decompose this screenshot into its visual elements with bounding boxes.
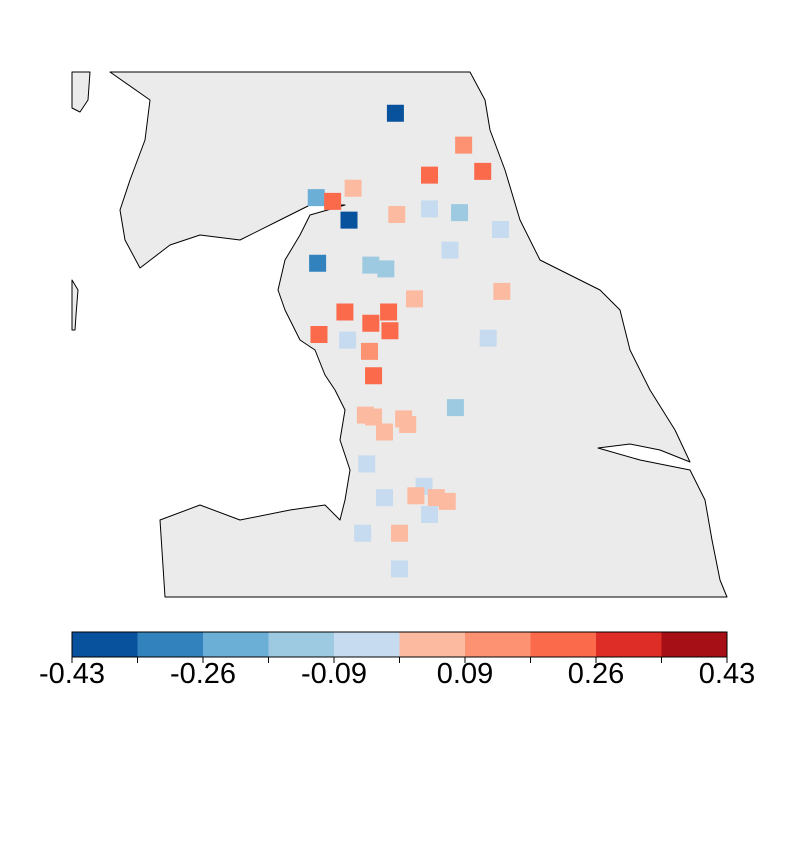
grid-cell bbox=[375, 489, 393, 507]
colorbar-swatch bbox=[72, 632, 138, 657]
grid-cell bbox=[421, 200, 439, 218]
grid-cell bbox=[491, 221, 509, 238]
grid-cell bbox=[446, 399, 464, 417]
grid-cell bbox=[455, 136, 473, 154]
colorbar-swatch bbox=[268, 632, 335, 657]
colorbar: -0.43 -0.26 -0.09 0.09 0.26 0.43 bbox=[39, 631, 755, 690]
colorbar-tick-label: 0.43 bbox=[699, 658, 755, 690]
grid-cell bbox=[336, 303, 354, 321]
colorbar-swatch bbox=[465, 632, 531, 657]
colorbar-swatch bbox=[399, 632, 466, 657]
points bbox=[307, 104, 511, 578]
grid-cell bbox=[354, 524, 372, 542]
grid-cell bbox=[386, 104, 404, 122]
grid-cell bbox=[339, 331, 357, 349]
colorbar-swatch bbox=[596, 632, 662, 657]
grid-cell bbox=[381, 322, 399, 340]
colorbar-swatch bbox=[203, 632, 269, 657]
grid-cell bbox=[406, 290, 424, 308]
grid-cell bbox=[362, 256, 380, 274]
grid-cell bbox=[362, 314, 380, 332]
grid-cell bbox=[380, 303, 398, 321]
grid-cell bbox=[344, 179, 362, 197]
grid-cell bbox=[493, 282, 511, 300]
grid-cell bbox=[358, 455, 376, 473]
grid-cell bbox=[479, 329, 497, 347]
land bbox=[71, 279, 79, 331]
grid-cell bbox=[391, 560, 408, 578]
grid-cell bbox=[377, 260, 395, 278]
colorbar-tick-label: -0.43 bbox=[39, 658, 105, 690]
grid-cell bbox=[365, 367, 383, 385]
colorbar-swatch bbox=[334, 632, 400, 657]
grid-cell bbox=[421, 506, 439, 523]
coastline bbox=[71, 71, 728, 598]
colorbar-swatch bbox=[137, 632, 204, 657]
colorbar-tick-label: -0.26 bbox=[170, 658, 236, 690]
colorbar-tick-label: 0.09 bbox=[437, 658, 493, 690]
grid-cell bbox=[399, 416, 417, 433]
grid-cell bbox=[340, 211, 358, 229]
grid-cell bbox=[365, 408, 383, 426]
grid-cell bbox=[307, 189, 325, 207]
grid-cell bbox=[407, 487, 425, 505]
grid-cell bbox=[438, 492, 456, 510]
grid-cell bbox=[310, 326, 328, 343]
colorbar-tick-label: 0.26 bbox=[568, 658, 624, 690]
colorbar-swatch bbox=[530, 632, 597, 657]
grid-cell bbox=[421, 166, 439, 184]
grid-cell bbox=[451, 204, 469, 222]
grid-cell bbox=[309, 254, 327, 272]
land bbox=[71, 71, 91, 113]
colorbar-swatch bbox=[661, 632, 728, 657]
grid-cell bbox=[324, 192, 342, 210]
grid-cell bbox=[391, 524, 408, 542]
land bbox=[109, 71, 728, 598]
grid-cell bbox=[474, 162, 492, 180]
grid-cell bbox=[441, 241, 459, 259]
grid-cell bbox=[360, 342, 378, 360]
colorbar-tick-label: -0.09 bbox=[301, 658, 367, 690]
grid-cell bbox=[388, 206, 406, 223]
grid-cell bbox=[375, 423, 393, 441]
